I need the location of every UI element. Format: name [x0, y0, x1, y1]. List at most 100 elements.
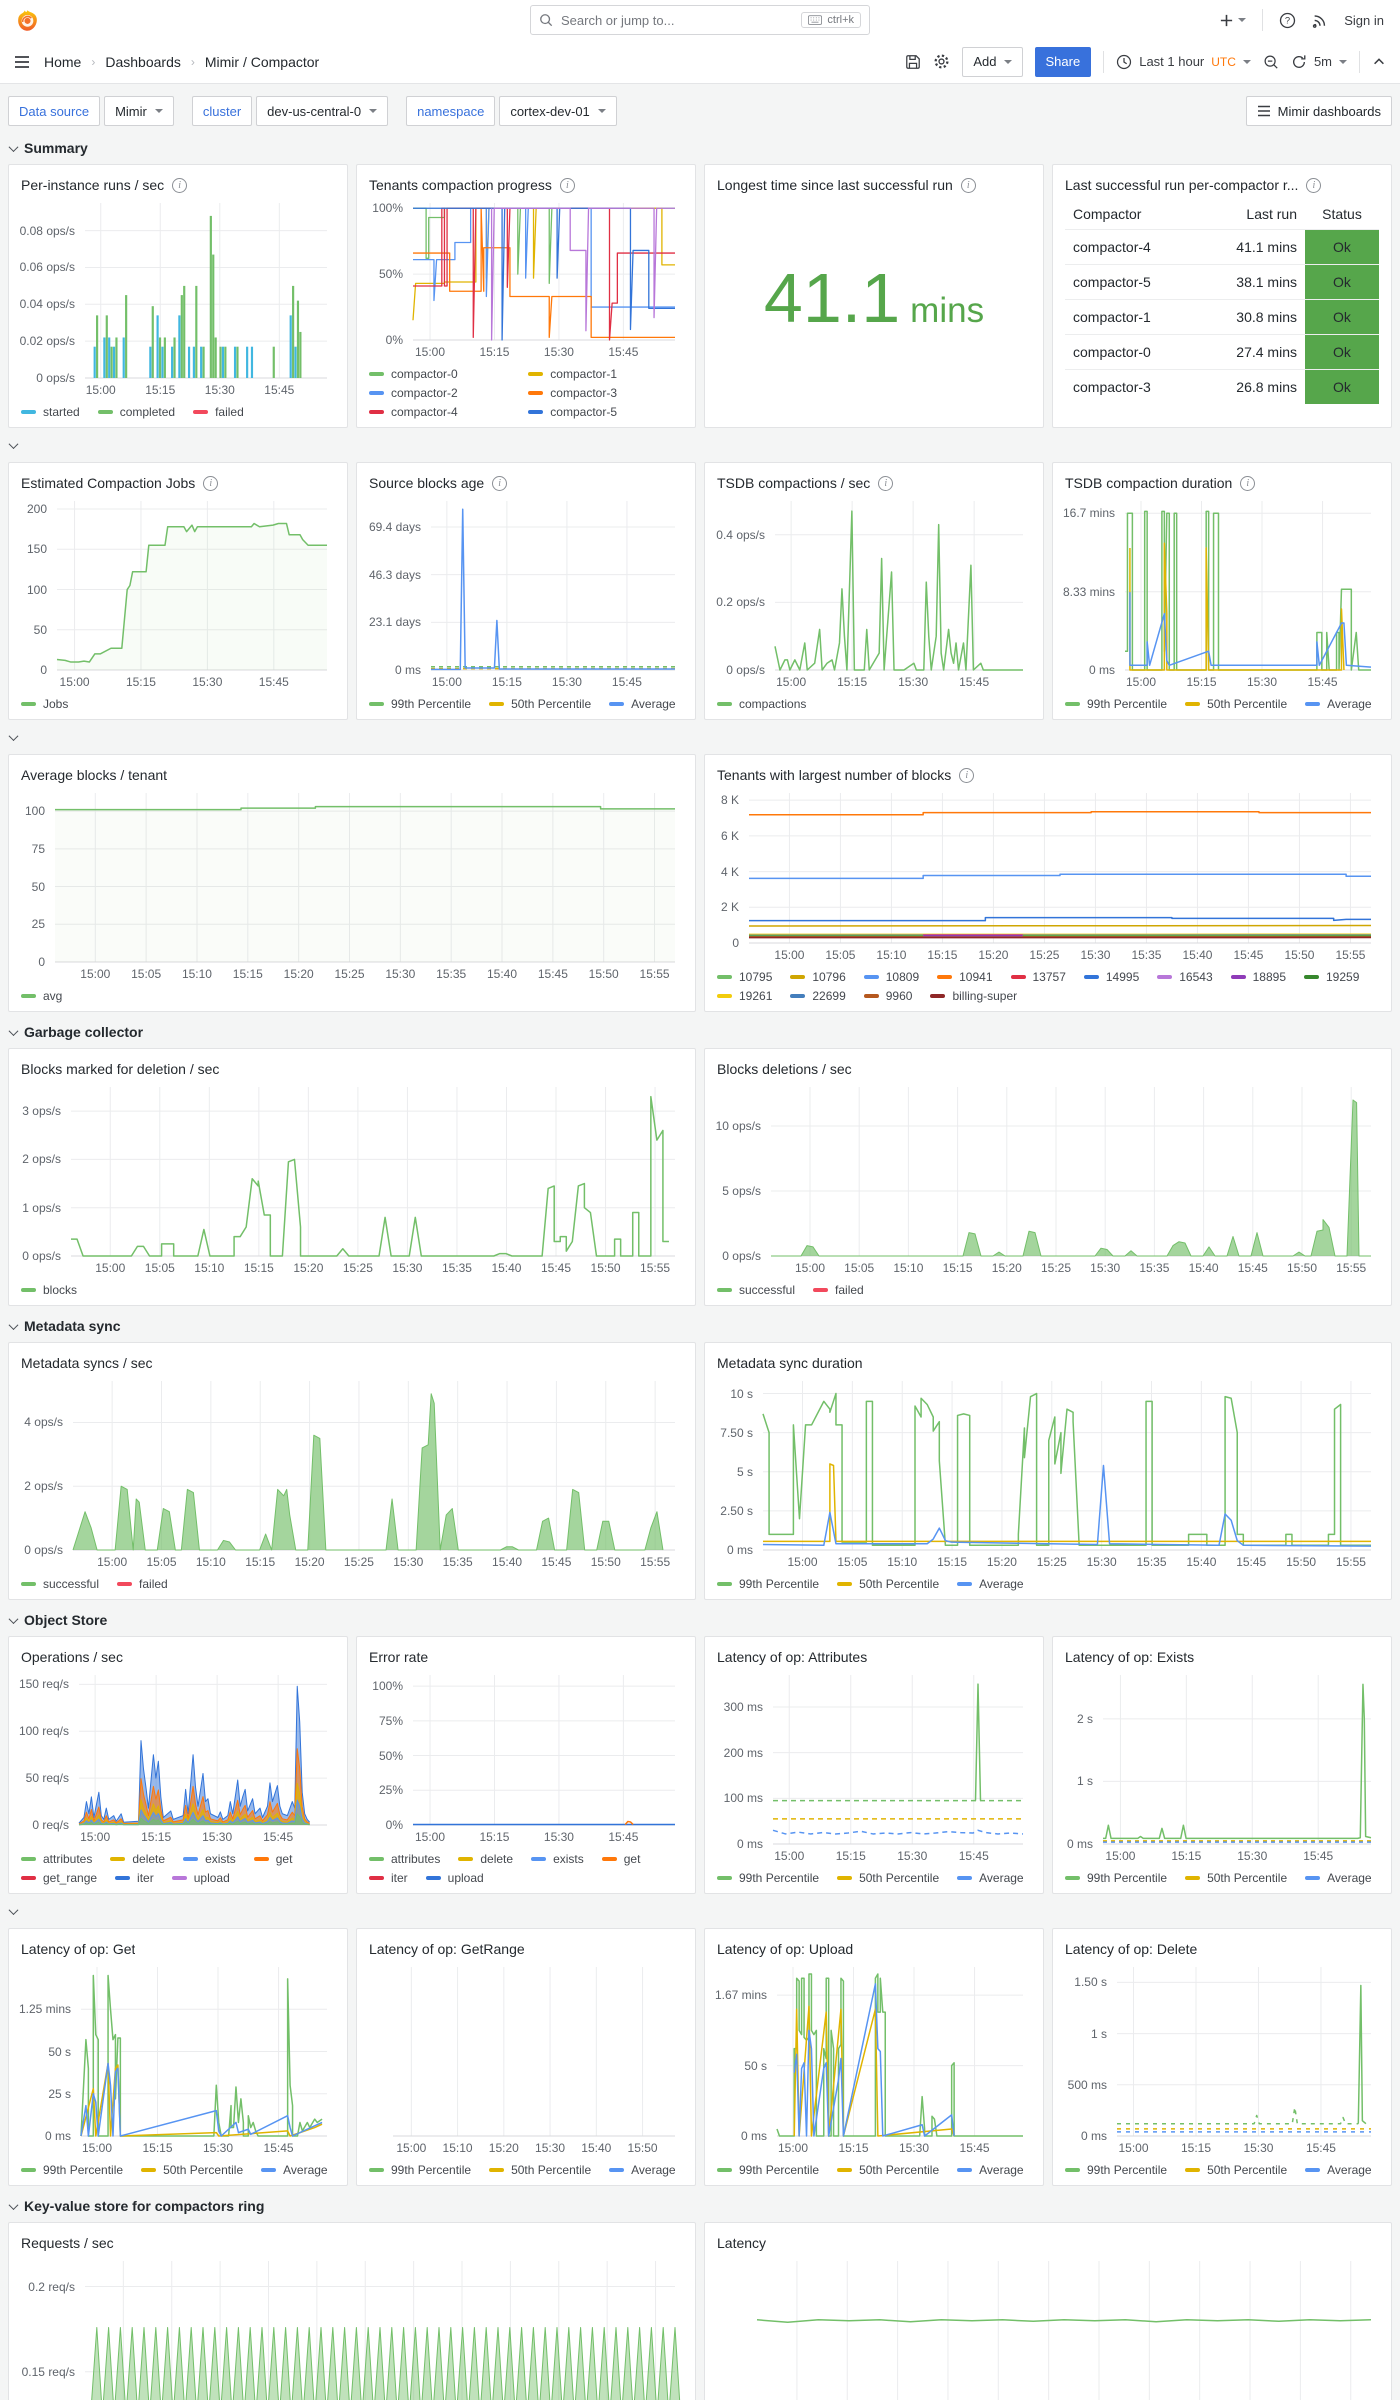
panel-title[interactable]: Tenants with largest number of blocks — [717, 767, 952, 783]
legend-item[interactable]: failed — [117, 1577, 168, 1591]
col-last-run[interactable]: Last run — [1246, 206, 1297, 222]
grafana-logo-icon[interactable] — [16, 8, 40, 32]
legend-item[interactable]: iter — [115, 1871, 154, 1885]
section-object-store[interactable]: Object Store — [8, 1612, 1390, 1628]
legend-item[interactable]: Average — [957, 2163, 1024, 2177]
breadcrumb-home[interactable]: Home — [44, 53, 82, 70]
legend-item[interactable]: Average — [609, 2163, 676, 2177]
legend-item[interactable]: attributes — [21, 1852, 92, 1866]
panel-title[interactable]: Average blocks / tenant — [21, 767, 168, 783]
legend-item[interactable]: compactor-3 — [528, 386, 669, 400]
menu-hamburger-icon[interactable] — [14, 55, 30, 69]
legend-item[interactable]: 50th Percentile — [837, 1871, 939, 1885]
legend-item[interactable]: 99th Percentile — [1065, 1871, 1167, 1885]
legend-item[interactable]: 99th Percentile — [21, 2163, 123, 2177]
mimir-dashboards-button[interactable]: Mimir dashboards — [1245, 96, 1392, 126]
legend-item[interactable]: 50th Percentile — [1185, 1871, 1287, 1885]
legend-item[interactable]: 99th Percentile — [369, 2163, 471, 2177]
legend-item[interactable]: 50th Percentile — [837, 2163, 939, 2177]
collapse-toolbar-chevron-up-icon[interactable] — [1372, 55, 1386, 69]
panel-title[interactable]: TSDB compaction duration — [1065, 475, 1233, 491]
legend-item[interactable]: 50th Percentile — [1185, 697, 1287, 711]
info-icon[interactable]: i — [1240, 475, 1256, 491]
legend-item[interactable]: get_range — [21, 1871, 97, 1885]
legend-item[interactable]: 99th Percentile — [717, 2163, 819, 2177]
legend-item[interactable]: 10809 — [863, 970, 919, 984]
namespace-select[interactable]: cortex-dev-01 — [499, 96, 617, 126]
sign-in-link[interactable]: Sign in — [1344, 12, 1384, 28]
legend-item[interactable]: 9960 — [863, 989, 912, 1003]
legend-item[interactable]: 22699 — [790, 989, 846, 1003]
legend-item[interactable]: 10796 — [790, 970, 846, 984]
legend-item[interactable]: 10795 — [717, 970, 772, 984]
panel-title[interactable]: Requests / sec — [21, 2235, 114, 2251]
legend-item[interactable]: compactions — [717, 697, 806, 711]
help-icon[interactable]: ? — [1279, 12, 1296, 29]
legend-item[interactable]: successful — [21, 1577, 99, 1591]
panel-title[interactable]: Per-instance runs / sec — [21, 177, 165, 193]
legend-item[interactable]: Average — [261, 2163, 328, 2177]
legend-item[interactable]: 99th Percentile — [369, 697, 471, 711]
legend-item[interactable]: Jobs — [21, 697, 68, 711]
legend-item[interactable]: get — [253, 1852, 292, 1866]
legend-item[interactable]: Average — [1305, 2163, 1372, 2177]
row-toggle-collapsed[interactable] — [8, 1902, 1390, 1920]
legend-item[interactable]: 50th Percentile — [489, 2163, 591, 2177]
info-icon[interactable]: i — [1306, 177, 1322, 193]
col-compactor[interactable]: Compactor — [1073, 206, 1142, 222]
legend-item[interactable]: compactor-5 — [528, 405, 669, 419]
legend-item[interactable]: 16543 — [1157, 970, 1213, 984]
legend-item[interactable]: 19261 — [717, 989, 772, 1003]
legend-item[interactable]: Average — [957, 1577, 1024, 1591]
legend-item[interactable]: 99th Percentile — [1065, 697, 1167, 711]
dashboard-settings-gear-icon[interactable] — [933, 53, 950, 70]
panel-title[interactable]: Tenants compaction progress — [369, 177, 552, 193]
section-metadata-sync[interactable]: Metadata sync — [8, 1318, 1390, 1334]
add-button[interactable]: Add — [962, 46, 1023, 77]
legend-item[interactable]: successful — [717, 1283, 795, 1297]
panel-title[interactable]: Latency of op: Upload — [717, 1941, 854, 1957]
panel-title[interactable]: Estimated Compaction Jobs — [21, 475, 196, 491]
breadcrumb-dashboards[interactable]: Dashboards — [105, 53, 181, 70]
info-icon[interactable]: i — [878, 475, 894, 491]
row-toggle-collapsed[interactable] — [8, 436, 1390, 454]
legend-item[interactable]: 50th Percentile — [1185, 2163, 1287, 2177]
col-status[interactable]: Status — [1322, 206, 1362, 222]
section-garbage-collector[interactable]: Garbage collector — [8, 1024, 1390, 1040]
panel-title[interactable]: Latency of op: GetRange — [369, 1941, 525, 1957]
legend-item[interactable]: completed — [97, 405, 175, 419]
info-icon[interactable]: i — [960, 177, 976, 193]
legend-item[interactable]: upload — [425, 1871, 484, 1885]
section-kv-store[interactable]: Key-value store for compactors ring — [8, 2198, 1390, 2214]
panel-title[interactable]: Latency — [717, 2235, 767, 2251]
legend-item[interactable]: blocks — [21, 1283, 77, 1297]
panel-title[interactable]: Blocks deletions / sec — [717, 1061, 852, 1077]
section-summary[interactable]: Summary — [8, 140, 1390, 156]
info-icon[interactable]: i — [203, 475, 219, 491]
search-input[interactable]: Search or jump to... ctrl+k — [530, 5, 870, 35]
legend-item[interactable]: compactor-2 — [369, 386, 510, 400]
cluster-select[interactable]: dev-us-central-0 — [256, 96, 389, 126]
panel-title[interactable]: Source blocks age — [369, 475, 485, 491]
refresh-picker[interactable]: 5m — [1291, 54, 1347, 70]
zoom-out-icon[interactable] — [1263, 54, 1279, 70]
legend-item[interactable]: 14995 — [1083, 970, 1139, 984]
info-icon[interactable]: i — [559, 177, 575, 193]
legend-item[interactable]: delete — [458, 1852, 513, 1866]
time-range-picker[interactable]: Last 1 hour UTC — [1116, 54, 1251, 70]
new-button[interactable] — [1219, 13, 1247, 28]
legend-item[interactable]: compactor-0 — [369, 367, 510, 381]
info-icon[interactable]: i — [172, 177, 188, 193]
legend-item[interactable]: iter — [369, 1871, 408, 1885]
panel-title[interactable]: Last successful run per-compactor r... — [1065, 177, 1299, 193]
legend-item[interactable]: exists — [183, 1852, 236, 1866]
panel-title[interactable]: Metadata syncs / sec — [21, 1355, 153, 1371]
panel-title[interactable]: TSDB compactions / sec — [717, 475, 871, 491]
panel-title[interactable]: Error rate — [369, 1649, 429, 1665]
share-button[interactable]: Share — [1034, 46, 1092, 77]
legend-item[interactable]: avg — [21, 989, 62, 1003]
legend-item[interactable]: started — [21, 405, 80, 419]
legend-item[interactable]: failed — [813, 1283, 864, 1297]
legend-item[interactable]: get — [601, 1852, 640, 1866]
legend-item[interactable]: compactor-4 — [369, 405, 510, 419]
